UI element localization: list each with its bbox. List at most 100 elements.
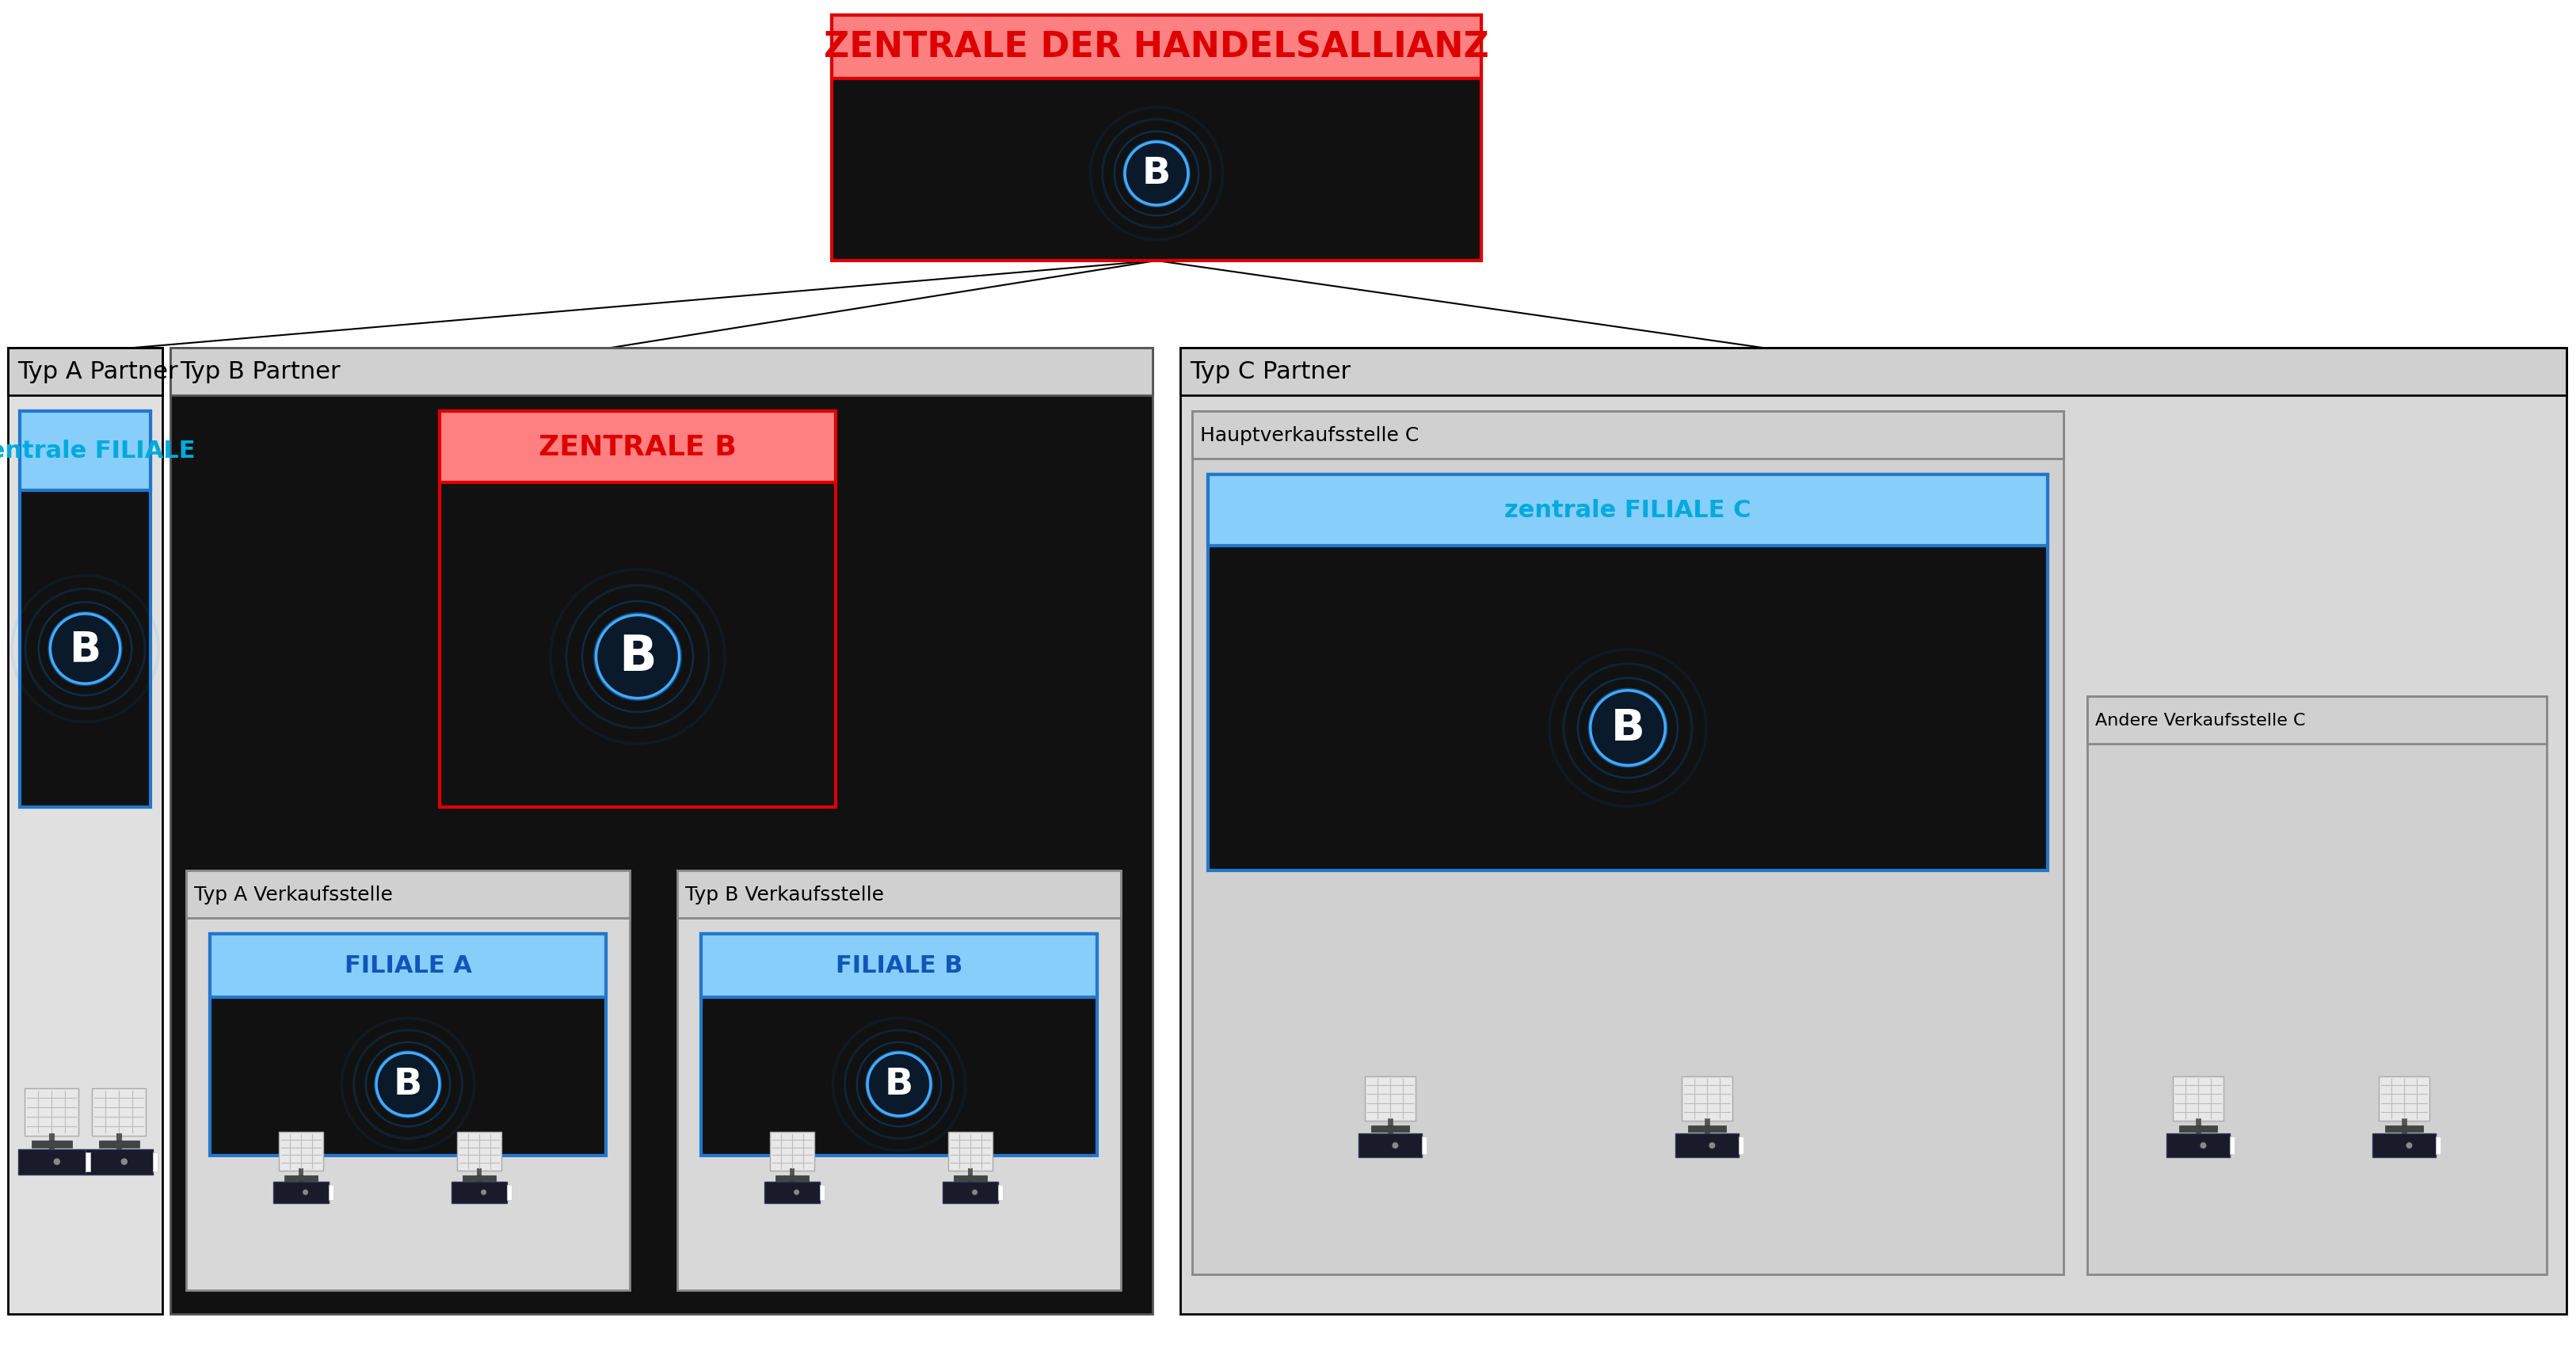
Text: B: B	[618, 633, 657, 681]
Bar	[209, 934, 605, 998]
Bar	[677, 871, 1121, 1290]
Bar	[1370, 1126, 1409, 1132]
Bar	[2172, 1076, 2223, 1121]
Bar	[8, 349, 162, 396]
Circle shape	[482, 1190, 487, 1195]
Bar	[832, 16, 1481, 80]
Bar	[21, 411, 149, 491]
Bar	[456, 1132, 502, 1171]
Text: Typ B Verkaufsstelle: Typ B Verkaufsstelle	[685, 886, 884, 904]
Bar	[775, 1175, 809, 1180]
Bar	[2437, 1137, 2442, 1155]
Bar	[1208, 475, 2048, 871]
Circle shape	[868, 1053, 930, 1115]
Bar	[1422, 1137, 1427, 1155]
Bar	[507, 1184, 513, 1201]
Bar	[85, 1152, 90, 1171]
Text: Hauptverkaufsstelle C: Hauptverkaufsstelle C	[1200, 426, 1419, 445]
Bar	[1208, 475, 2048, 546]
Text: Typ A Verkaufsstelle: Typ A Verkaufsstelle	[193, 886, 392, 904]
Circle shape	[1708, 1142, 1716, 1149]
Bar	[2372, 1133, 2437, 1157]
Bar	[451, 1182, 507, 1203]
Bar	[185, 871, 629, 1290]
Bar	[1682, 1076, 1734, 1121]
Bar	[278, 1132, 322, 1171]
Bar	[1674, 1133, 1739, 1157]
Bar	[152, 1152, 157, 1171]
Bar	[31, 1141, 72, 1148]
Circle shape	[1391, 1142, 1399, 1149]
Circle shape	[49, 614, 121, 684]
Bar	[701, 934, 1097, 1156]
Bar	[283, 1175, 317, 1180]
Circle shape	[595, 615, 680, 699]
Text: B: B	[1141, 157, 1172, 192]
Bar	[2087, 696, 2548, 744]
Text: Andere Verkaufsstelle C: Andere Verkaufsstelle C	[2094, 713, 2306, 729]
Bar	[1193, 411, 2063, 460]
Bar	[701, 934, 1097, 998]
Bar	[209, 934, 605, 1156]
Bar	[1180, 349, 2566, 396]
Bar	[770, 1132, 814, 1171]
Circle shape	[971, 1190, 976, 1195]
Bar	[273, 1182, 330, 1203]
Text: zentrale FILIALE C: zentrale FILIALE C	[1504, 499, 1752, 522]
Text: B: B	[1610, 707, 1646, 749]
Bar	[2378, 1076, 2429, 1121]
Bar	[1358, 1133, 1422, 1157]
Bar	[1739, 1137, 1744, 1155]
Bar	[765, 1182, 819, 1203]
Bar	[440, 411, 835, 807]
Bar	[170, 349, 1151, 1314]
Bar	[943, 1182, 997, 1203]
Bar	[953, 1175, 987, 1180]
Circle shape	[2200, 1142, 2208, 1149]
Circle shape	[121, 1159, 129, 1165]
Text: zentrale FILIALE: zentrale FILIALE	[0, 439, 196, 462]
Text: B: B	[394, 1067, 422, 1102]
Bar	[832, 16, 1481, 261]
Circle shape	[1126, 142, 1188, 206]
Bar	[170, 349, 1151, 396]
Circle shape	[793, 1190, 799, 1195]
Bar	[2087, 696, 2548, 1275]
Bar	[948, 1132, 992, 1171]
Bar	[21, 411, 149, 807]
Bar	[98, 1141, 139, 1148]
Text: Typ B Partner: Typ B Partner	[180, 361, 340, 384]
Text: B: B	[70, 629, 100, 669]
Bar	[1687, 1126, 1726, 1132]
Bar	[8, 349, 162, 1314]
Text: B: B	[884, 1067, 914, 1102]
Bar	[1193, 411, 2063, 1275]
Text: FILIALE A: FILIALE A	[345, 955, 471, 977]
Bar	[18, 1149, 85, 1175]
Circle shape	[54, 1159, 59, 1165]
Text: Typ A Partner: Typ A Partner	[18, 361, 178, 384]
Bar	[464, 1175, 495, 1180]
Bar	[440, 411, 835, 483]
Circle shape	[2406, 1142, 2411, 1149]
Bar	[677, 871, 1121, 918]
Bar	[1365, 1076, 1417, 1121]
Bar	[85, 1149, 152, 1175]
Bar	[26, 1088, 77, 1136]
Bar	[997, 1184, 1002, 1201]
Text: FILIALE B: FILIALE B	[835, 955, 963, 977]
Text: ZENTRALE DER HANDELSALLIANZ: ZENTRALE DER HANDELSALLIANZ	[824, 31, 1489, 65]
Circle shape	[301, 1190, 309, 1195]
Text: ZENTRALE B: ZENTRALE B	[538, 434, 737, 461]
Text: Typ C Partner: Typ C Partner	[1190, 361, 1350, 384]
Bar	[1180, 349, 2566, 1314]
Bar	[330, 1184, 332, 1201]
Bar	[2231, 1137, 2236, 1155]
Bar	[819, 1184, 824, 1201]
Circle shape	[376, 1053, 440, 1115]
Bar	[2166, 1133, 2231, 1157]
Bar	[2385, 1126, 2424, 1132]
Bar	[93, 1088, 147, 1136]
Bar	[185, 871, 629, 918]
Bar	[2179, 1126, 2218, 1132]
